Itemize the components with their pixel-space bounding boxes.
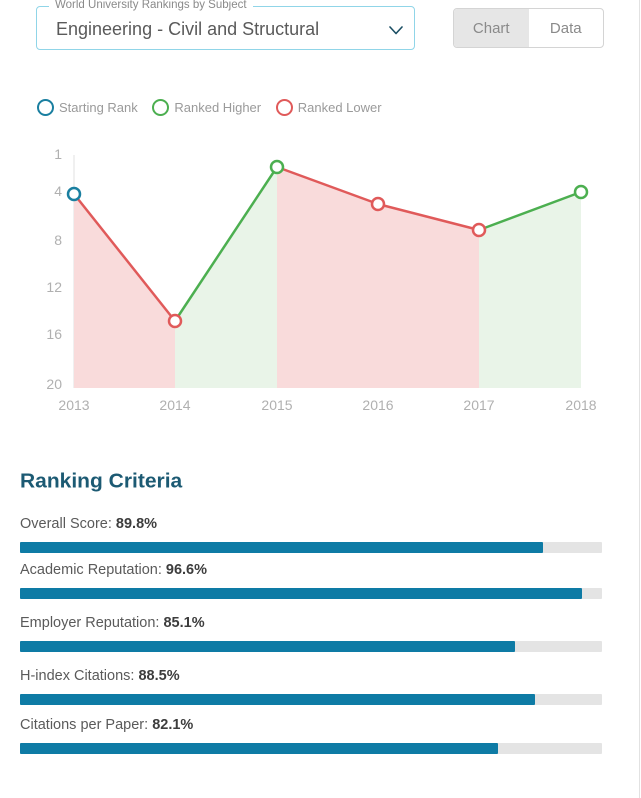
svg-text:2013: 2013: [58, 397, 89, 413]
svg-text:2018: 2018: [565, 397, 596, 413]
svg-text:8: 8: [54, 232, 62, 248]
svg-text:1: 1: [54, 146, 62, 162]
svg-text:16: 16: [46, 326, 62, 342]
svg-text:2017: 2017: [463, 397, 494, 413]
svg-text:2014: 2014: [159, 397, 190, 413]
svg-text:4: 4: [54, 183, 62, 199]
svg-text:12: 12: [46, 279, 62, 295]
svg-text:20: 20: [46, 376, 62, 392]
svg-text:2015: 2015: [261, 397, 292, 413]
svg-text:2016: 2016: [362, 397, 393, 413]
